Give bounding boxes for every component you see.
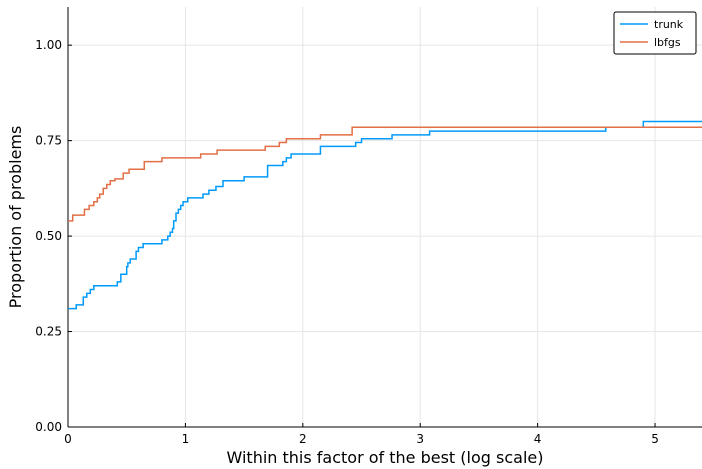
- y-tick-label: 0.75: [35, 134, 62, 148]
- x-axis-label: Within this factor of the best (log scal…: [227, 448, 544, 467]
- legend-label-trunk: trunk: [654, 18, 684, 31]
- legend-box: [613, 11, 697, 55]
- y-axis-label: Proportion of problems: [6, 126, 25, 309]
- series-line-lbfgs: [68, 126, 702, 222]
- x-tick-label: 5: [651, 432, 659, 446]
- tick-labels: 0 1 2 3 4 5 0.00 0.25 0.50 0.75 1.00: [35, 38, 659, 446]
- y-tick-label: 1.00: [35, 38, 62, 52]
- plot-series: [68, 120, 702, 310]
- series-line-trunk: [68, 120, 702, 310]
- x-tick-label: 3: [416, 432, 424, 446]
- x-tick-label: 1: [182, 432, 190, 446]
- axes: [67, 7, 702, 428]
- legend: trunk lbfgs: [613, 11, 697, 55]
- y-tick-label: 0.25: [35, 325, 62, 339]
- x-tick-label: 0: [64, 432, 72, 446]
- x-tick-label: 4: [534, 432, 542, 446]
- x-tick-label: 2: [299, 432, 307, 446]
- y-tick-label: 0.00: [35, 420, 62, 434]
- grid: [67, 7, 702, 428]
- y-tick-label: 0.50: [35, 229, 62, 243]
- legend-label-lbfgs: lbfgs: [654, 36, 681, 49]
